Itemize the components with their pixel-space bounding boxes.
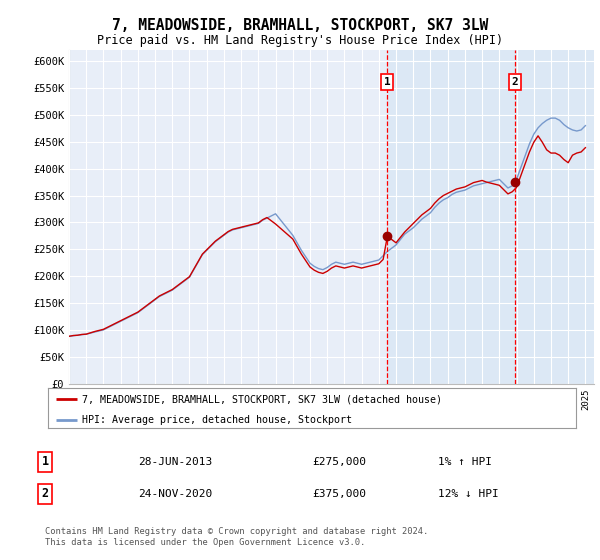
Text: Price paid vs. HM Land Registry's House Price Index (HPI): Price paid vs. HM Land Registry's House …: [97, 34, 503, 47]
Text: 1: 1: [41, 455, 49, 468]
Text: 7, MEADOWSIDE, BRAMHALL, STOCKPORT, SK7 3LW: 7, MEADOWSIDE, BRAMHALL, STOCKPORT, SK7 …: [112, 18, 488, 32]
Text: £375,000: £375,000: [312, 489, 366, 498]
Text: 24-NOV-2020: 24-NOV-2020: [138, 489, 212, 498]
Text: 1: 1: [384, 77, 391, 87]
Text: HPI: Average price, detached house, Stockport: HPI: Average price, detached house, Stoc…: [82, 414, 352, 424]
Text: 7, MEADOWSIDE, BRAMHALL, STOCKPORT, SK7 3LW (detached house): 7, MEADOWSIDE, BRAMHALL, STOCKPORT, SK7 …: [82, 394, 442, 404]
Text: 1% ↑ HPI: 1% ↑ HPI: [438, 457, 492, 466]
Text: £275,000: £275,000: [312, 457, 366, 466]
Bar: [387, 50, 594, 384]
Text: 12% ↓ HPI: 12% ↓ HPI: [438, 489, 499, 498]
Text: 2: 2: [41, 487, 49, 500]
Text: Contains HM Land Registry data © Crown copyright and database right 2024.
This d: Contains HM Land Registry data © Crown c…: [45, 528, 428, 547]
Text: 2: 2: [511, 77, 518, 87]
Text: 28-JUN-2013: 28-JUN-2013: [138, 457, 212, 466]
